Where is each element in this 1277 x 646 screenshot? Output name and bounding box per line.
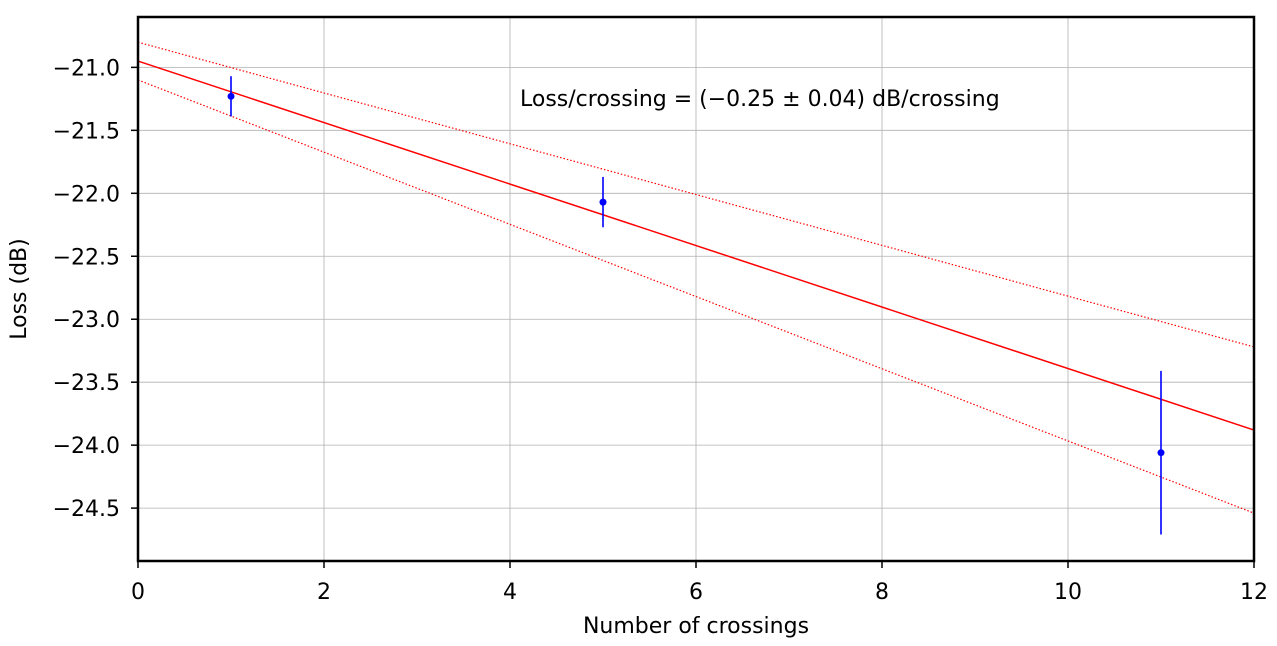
x-tick-label: 6 — [689, 580, 703, 605]
upper-band-line — [137, 41, 1255, 348]
x-tick-label: 2 — [317, 580, 331, 605]
y-tick-label: −22.5 — [53, 245, 120, 270]
fit-line — [137, 60, 1255, 431]
data-point — [1157, 449, 1165, 457]
data-point — [227, 92, 235, 100]
data-points — [227, 76, 1165, 535]
y-axis: −24.5 −24.0 −23.5 −23.0 −22.5 −22.0 −21.5 −21.0 — [53, 56, 138, 522]
y-tick-label: −24.0 — [53, 434, 120, 459]
y-axis-title: Loss (dB) — [7, 238, 32, 339]
x-tick-label: 4 — [503, 580, 517, 605]
data-point — [599, 198, 607, 206]
y-tick-label: −23.5 — [53, 371, 120, 396]
confidence-band — [137, 41, 1255, 514]
x-axis-title: Number of crossings — [583, 614, 809, 639]
y-tick-label: −21.5 — [53, 119, 120, 144]
x-axis: 0 2 4 6 8 10 12 — [131, 561, 1268, 605]
x-tick-label: 8 — [875, 580, 889, 605]
y-tick-label: −22.0 — [53, 182, 120, 207]
lower-band-line — [137, 79, 1255, 514]
fit-line-segment — [137, 60, 1255, 431]
x-tick-label: 10 — [1054, 580, 1082, 605]
y-tick-label: −23.0 — [53, 308, 120, 333]
y-tick-label: −24.5 — [53, 497, 120, 522]
x-tick-label: 0 — [131, 580, 145, 605]
grid — [137, 17, 1255, 561]
fit-annotation: Loss/crossing = (−0.25 ± 0.04) dB/crossi… — [520, 87, 1000, 112]
y-tick-label: −21.0 — [53, 56, 120, 81]
x-tick-label: 12 — [1240, 580, 1268, 605]
